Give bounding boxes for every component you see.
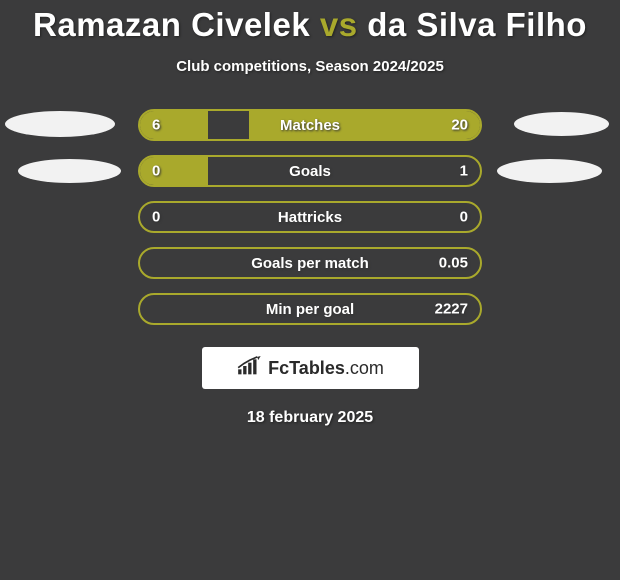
stat-value-right: 0.05 — [439, 255, 468, 272]
site-logo: FcTables.com — [202, 347, 419, 389]
stat-value-right: 2227 — [435, 301, 468, 318]
comparison-rows: 6 Matches 20 0 Goals 1 0 Hattricks 0 — [0, 109, 620, 325]
stat-bar: Min per goal 2227 — [138, 293, 482, 325]
stat-value-left: 0 — [152, 163, 160, 180]
page-title-wrap: Ramazan Civelek vs da Silva Filho — [0, 0, 620, 44]
stat-row: 0 Goals 1 — [0, 155, 620, 187]
stat-bar: 0 Hattricks 0 — [138, 201, 482, 233]
stat-row: Min per goal 2227 — [0, 293, 620, 325]
player2-badge — [514, 112, 609, 136]
stat-value-right: 20 — [451, 117, 468, 134]
stat-label: Min per goal — [266, 301, 354, 318]
logo-text-light: .com — [345, 358, 384, 378]
bar-fill-left — [140, 157, 208, 185]
player1-badge — [18, 159, 121, 183]
stat-row: 6 Matches 20 — [0, 109, 620, 141]
date-label: 18 february 2025 — [0, 409, 620, 427]
bar-fill-left — [140, 111, 208, 139]
logo-text-bold: FcTables — [268, 358, 345, 378]
title-player2: da Silva Filho — [367, 6, 587, 43]
stat-bar: 6 Matches 20 — [138, 109, 482, 141]
stat-label: Goals — [289, 163, 331, 180]
stat-label: Matches — [280, 117, 340, 134]
stat-bar: Goals per match 0.05 — [138, 247, 482, 279]
stat-row: 0 Hattricks 0 — [0, 201, 620, 233]
title-player1: Ramazan Civelek — [33, 6, 310, 43]
stat-row: Goals per match 0.05 — [0, 247, 620, 279]
stat-label: Hattricks — [278, 209, 342, 226]
bar-chart-icon — [236, 356, 262, 381]
stat-value-left: 6 — [152, 117, 160, 134]
stat-value-right: 0 — [460, 209, 468, 226]
player1-badge — [5, 111, 115, 137]
stat-value-right: 1 — [460, 163, 468, 180]
stat-bar: 0 Goals 1 — [138, 155, 482, 187]
subtitle: Club competitions, Season 2024/2025 — [0, 58, 620, 75]
stat-value-left: 0 — [152, 209, 160, 226]
stat-label: Goals per match — [251, 255, 369, 272]
player2-badge — [497, 159, 602, 183]
title-vs: vs — [320, 6, 358, 43]
logo-text: FcTables.com — [268, 358, 384, 379]
page-title: Ramazan Civelek vs da Silva Filho — [33, 6, 587, 44]
